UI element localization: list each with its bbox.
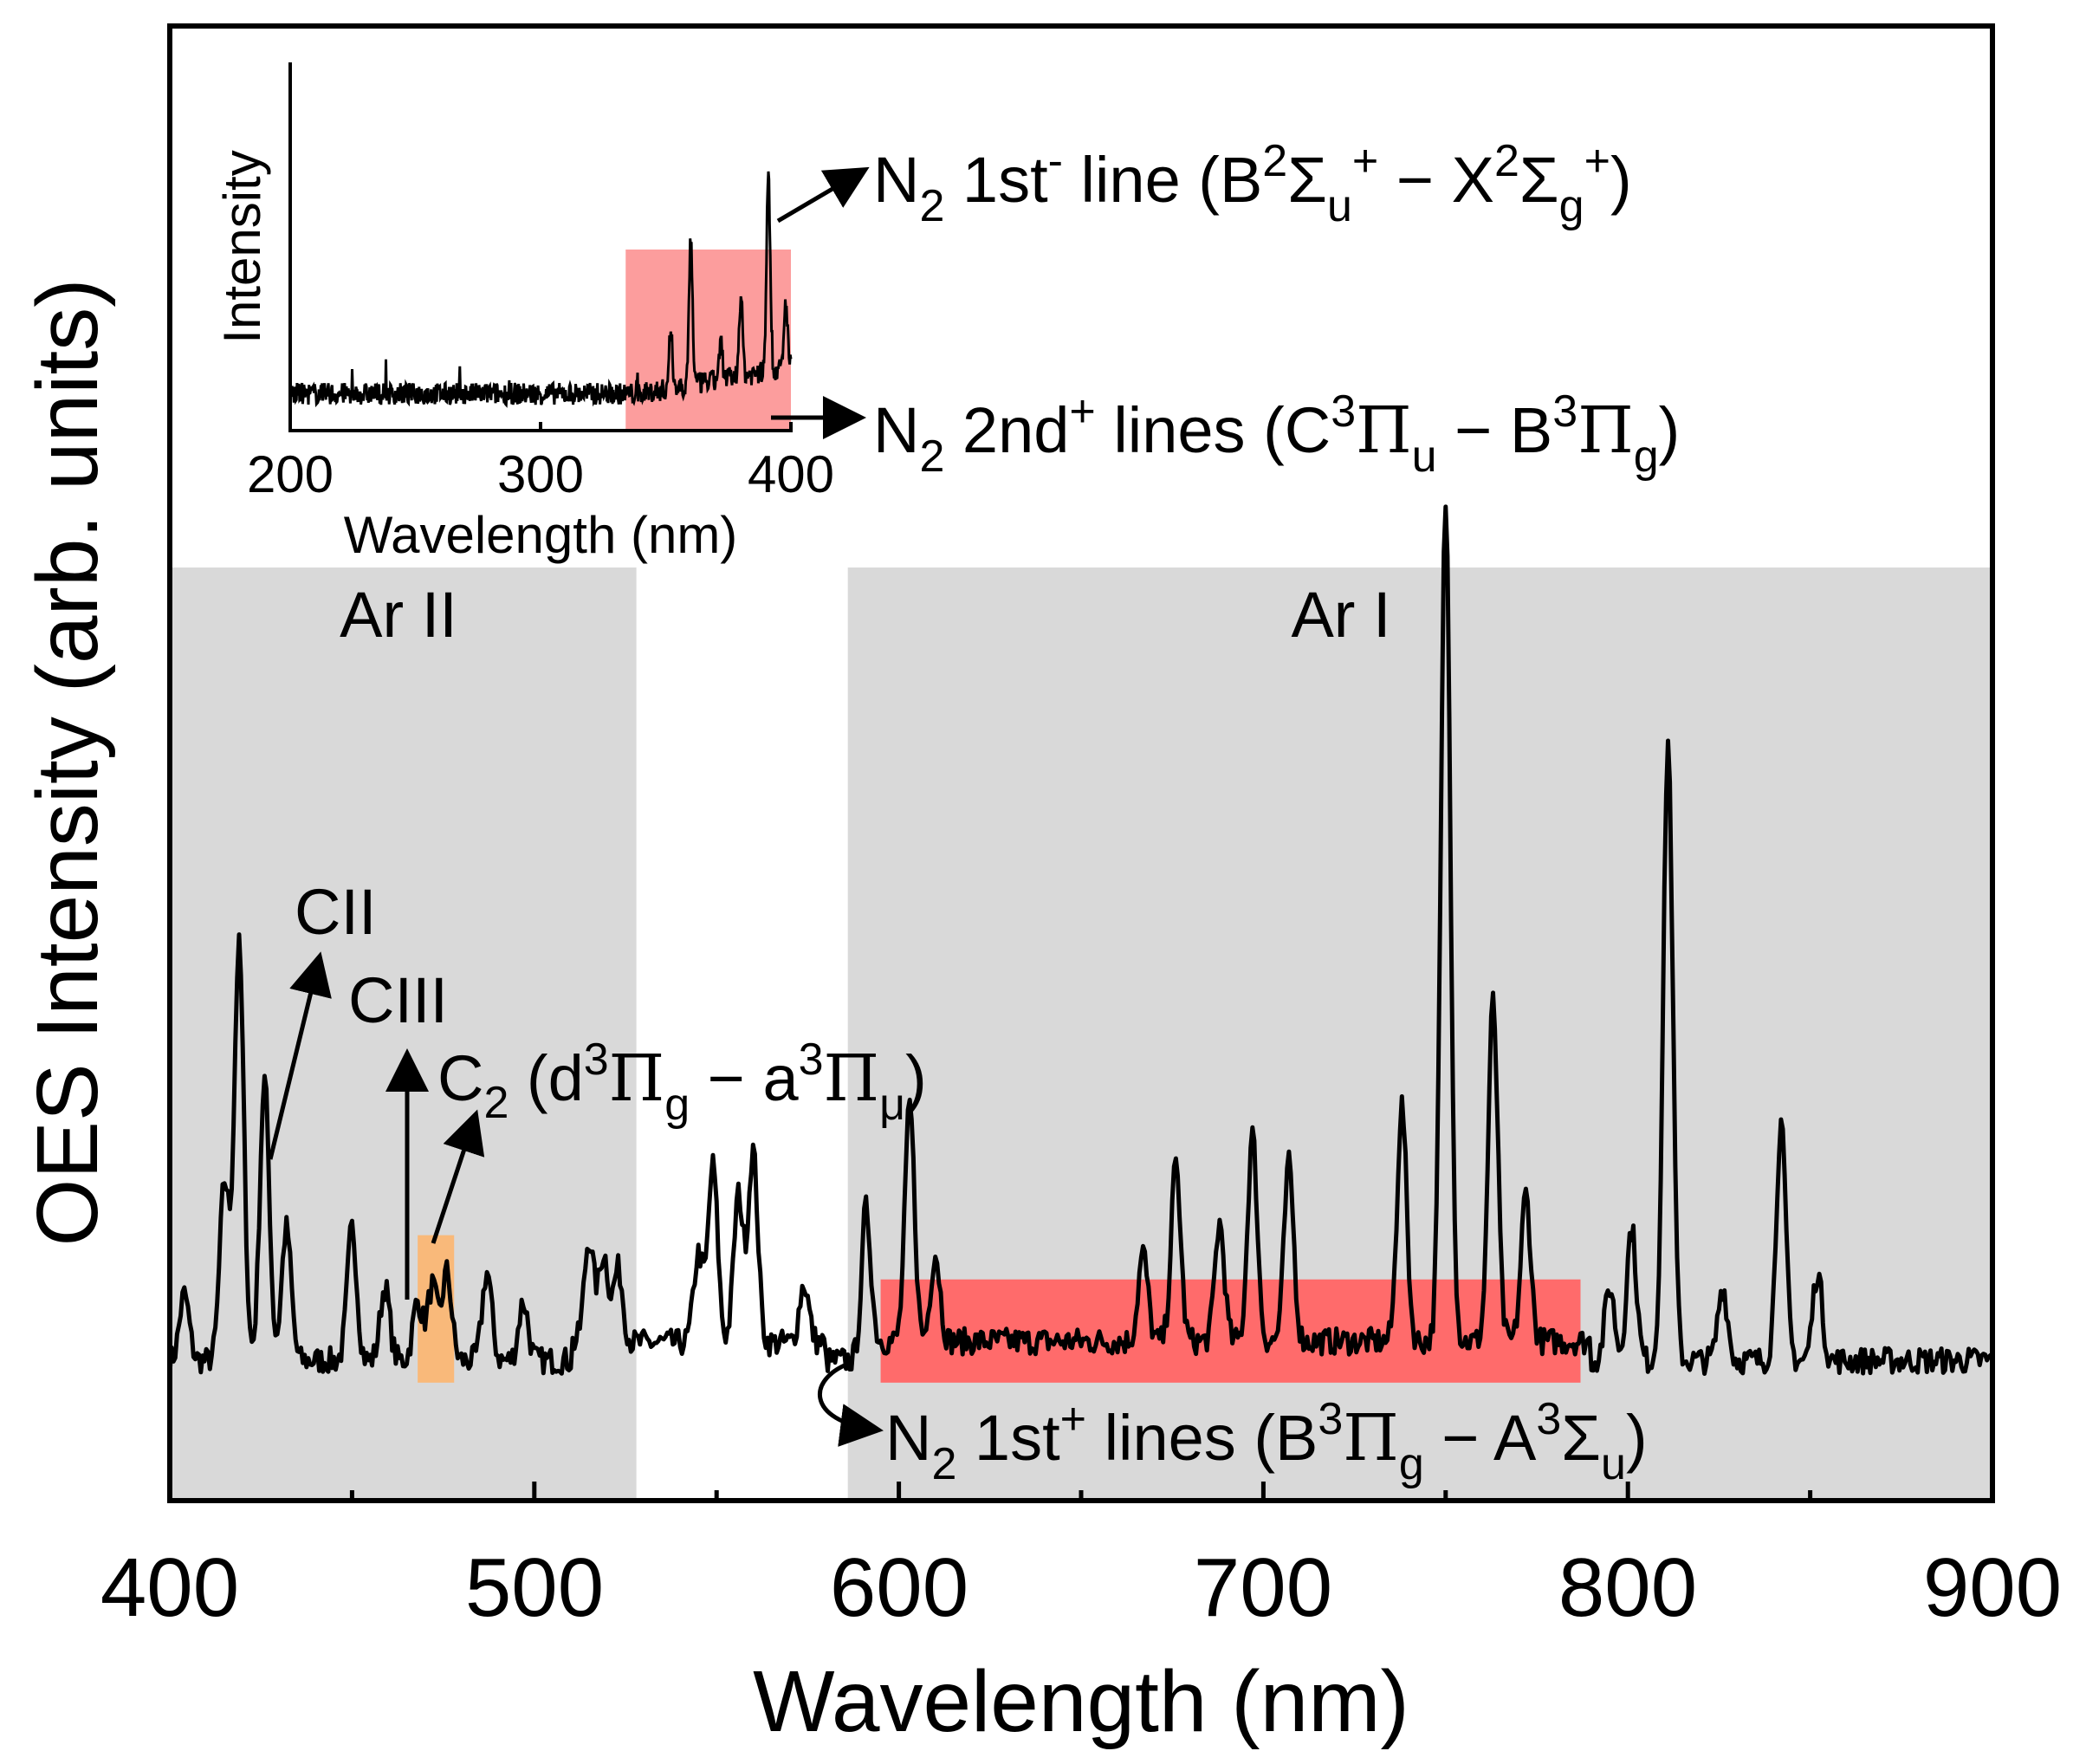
x-axis-ticks — [167, 1482, 1995, 1501]
x-axis-title: Wavelength (nm) — [753, 1653, 1409, 1750]
n2sp-pi1: Π — [1356, 393, 1412, 468]
ar-i-label: Ar I — [1291, 579, 1390, 651]
c2-g: g — [664, 1080, 690, 1130]
n2-first-negative-arrow — [776, 166, 870, 224]
cii-label: CII — [295, 876, 377, 948]
n2fn-rest: line (B — [1063, 144, 1262, 216]
n2sp-sub: 2 — [919, 431, 944, 482]
n2sp-mid: 2nd — [944, 394, 1069, 466]
x-tick-label-600: 600 — [830, 1541, 968, 1634]
n2fp-pi: Π — [1343, 1401, 1399, 1475]
n2sp-u: u — [1412, 431, 1437, 482]
n2fn-g: g — [1559, 181, 1584, 231]
n2fp-minus: − A — [1424, 1402, 1537, 1474]
n2sp-sup1: 3 — [1331, 386, 1356, 437]
n2fp-mid: 1st — [956, 1402, 1060, 1474]
inset-y-axis-title: Intensity — [213, 150, 271, 343]
c2-sub: 2 — [483, 1078, 509, 1128]
n2sp-close: ) — [1659, 394, 1681, 466]
c2-close: ) — [905, 1042, 927, 1114]
inset-chart: 200 300 400 Wavelength (nm) Intensity — [213, 62, 834, 564]
n2fn-sup2: 2 — [1494, 136, 1519, 186]
c2-rest: (d — [509, 1042, 583, 1114]
x-tick-label-900: 900 — [1923, 1541, 2062, 1634]
n2fn-plus1: + — [1352, 136, 1378, 186]
ar-ii-label: Ar II — [340, 579, 457, 651]
inset-spectrum-line — [288, 171, 793, 408]
x-tick-label-500: 500 — [465, 1541, 604, 1634]
n2fn-u: u — [1327, 181, 1352, 231]
x-tick-label-400: 400 — [100, 1541, 239, 1634]
n2fn-sigma2: Σ — [1519, 144, 1559, 216]
n2fp-u: u — [1601, 1439, 1626, 1489]
inset-x-axis-title: Wavelength (nm) — [344, 506, 738, 564]
n2-second-positive-label: N2 2nd+ lines (C3Πu − B3Πg) — [873, 386, 1680, 482]
n2fp-sup2: 3 — [1536, 1394, 1561, 1444]
spectrum-line — [167, 504, 1995, 1376]
n2-first-negative-label: N2 1st- line (B2Σu+ − X2Σg+) — [873, 136, 1632, 231]
n2fp-sigma: Σ — [1561, 1402, 1601, 1474]
n2sp-sup2: 3 — [1552, 386, 1577, 437]
y-axis-title: OES Intensity (arb. units) — [19, 278, 116, 1246]
n2fn-neg: - — [1048, 136, 1063, 186]
n2fn-main: N — [873, 144, 919, 216]
inset-x-tick-label-200: 200 — [247, 445, 334, 503]
x-tick-labels: 400 500 600 700 800 900 — [100, 1541, 2062, 1634]
inset-x-tick-label-400: 400 — [748, 445, 834, 503]
n2-first-positive-arrow — [818, 1359, 884, 1447]
ar-ii-band — [170, 567, 637, 1501]
c2-minus: − a — [690, 1042, 799, 1114]
inset-x-tick-label-300: 300 — [497, 445, 584, 503]
n2sp-rest: lines (C — [1096, 394, 1331, 466]
n2sp-main: N — [873, 394, 919, 466]
c2-mu: μ — [879, 1080, 905, 1130]
n2fp-close: ) — [1626, 1402, 1648, 1474]
n2fn-plus2: + — [1584, 136, 1610, 186]
n2fp-g: g — [1399, 1439, 1424, 1489]
n2fp-lines: lines (B — [1086, 1402, 1318, 1474]
ciii-label: CIII — [348, 964, 448, 1036]
n2fp-plus: + — [1060, 1394, 1086, 1444]
n2fp-main: N — [885, 1402, 931, 1474]
n2sp-g: g — [1634, 431, 1659, 482]
cii-arrow — [268, 951, 332, 1160]
n2fn-sigma1: Σ — [1287, 144, 1327, 216]
n2-first-positive-label: N2 1st+ lines (B3Πg − A3Σu) — [885, 1394, 1648, 1489]
n2sp-plus: + — [1069, 386, 1095, 437]
c2-arrow — [431, 1109, 485, 1244]
c2-main: C — [437, 1042, 483, 1114]
n2sp-pi2: Π — [1577, 393, 1634, 468]
c2-pi2: Π — [824, 1041, 880, 1116]
n2sp-minus: − B — [1437, 394, 1553, 466]
c2-sup2: 3 — [799, 1034, 824, 1085]
n2fn-minus: − X — [1378, 144, 1494, 216]
x-tick-label-700: 700 — [1194, 1541, 1332, 1634]
n2fn-close: ) — [1610, 144, 1632, 216]
n2fn-mid: 1st — [944, 144, 1048, 216]
n2fn-sup1: 2 — [1262, 136, 1287, 186]
n2fp-sub: 2 — [931, 1439, 956, 1489]
c2-label: C2 (d3Πg − a3Πμ) — [437, 1034, 927, 1130]
x-tick-label-800: 800 — [1558, 1541, 1697, 1634]
c2-pi1: Π — [609, 1041, 665, 1116]
n2fp-sup1: 3 — [1318, 1394, 1343, 1444]
c2-sup1: 3 — [584, 1034, 609, 1085]
n2fn-sub: 2 — [919, 181, 944, 231]
